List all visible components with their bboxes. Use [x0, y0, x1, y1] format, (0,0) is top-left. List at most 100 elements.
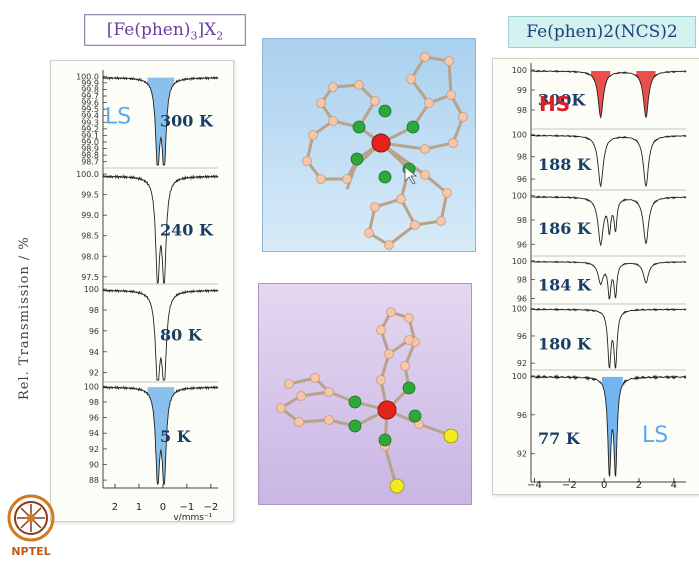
y-tick-label: 99.6 — [81, 99, 99, 108]
spectrum-line — [530, 134, 687, 188]
chart0-panel-2: 100 98 96 94 92 80 K — [84, 283, 219, 381]
right-spectra-panel — [492, 58, 699, 495]
y-tick-label: 100.0 — [76, 72, 99, 81]
chart0-x-axis-label: v/mms⁻¹ — [173, 513, 212, 523]
chart1-x-tick-label: −4 — [527, 480, 542, 491]
y-tick-label: 99.5 — [81, 191, 99, 200]
y-tick-label: 98 — [89, 306, 99, 315]
chart0-panel-3: 100 98 96 94 92 90 88 5 K — [84, 381, 219, 485]
y-tick-label: 100 — [512, 372, 527, 381]
y-tick-label: 98.9 — [81, 145, 99, 154]
y-tick-label: 99.3 — [81, 118, 99, 127]
y-tick-label: 96 — [89, 414, 99, 423]
chart0-x-tick-label: 0 — [160, 502, 166, 513]
chart1-x-tick-label: −2 — [562, 480, 577, 491]
y-tick-label: 97.5 — [81, 273, 99, 282]
y-tick-label: 99.1 — [81, 131, 99, 140]
y-tick-label: 98.0 — [81, 252, 99, 261]
y-tick-label: 88 — [89, 476, 99, 485]
y-tick-label: 99 — [517, 86, 527, 95]
spectrum-line — [102, 385, 219, 485]
y-tick-label: 99.7 — [81, 92, 99, 101]
temperature-label: 77 K — [538, 429, 581, 448]
peak-fill — [147, 387, 175, 484]
peak-fill — [147, 77, 175, 165]
y-tick-label: 98 — [89, 398, 99, 407]
temperature-label: 240 K — [160, 221, 214, 240]
y-tick-label: 98 — [517, 153, 527, 162]
y-tick-label: 96 — [517, 240, 527, 249]
y-tick-label: 96 — [517, 175, 527, 184]
spectrum-line — [531, 307, 687, 370]
chart1-panel-5: 100 96 92 77 K LS — [512, 369, 687, 478]
y-tick-label: 99.4 — [81, 112, 99, 121]
temperature-label: 5 K — [160, 427, 192, 446]
spectrum-line — [530, 195, 687, 247]
temperature-label: 186 K — [538, 219, 592, 238]
chart1-panel-4: 100 96 92 180 K — [512, 303, 687, 370]
y-tick-label: 100.0 — [76, 170, 99, 179]
spectrum-line — [102, 75, 219, 166]
y-tick-label: 99.0 — [81, 138, 99, 147]
peak-fill — [591, 71, 656, 118]
chart0-x-tick-label: 1 — [136, 502, 142, 513]
y-tick-label: 99.2 — [81, 125, 99, 134]
y-tick-label: 100 — [512, 305, 527, 314]
y-tick-label: 98.5 — [81, 232, 99, 241]
y-tick-label: 98 — [517, 216, 527, 225]
y-tick-label: 100 — [512, 192, 527, 201]
spectrum-line — [530, 69, 687, 119]
y-tick-label: 100 — [84, 382, 99, 391]
chart1-x-tick-label: 0 — [601, 480, 607, 491]
chart1-panel-2: 100 98 96 186 K — [512, 189, 687, 249]
spectrum-line — [102, 288, 219, 381]
y-axis-label-text: Rel. Transmission / % — [17, 236, 32, 400]
chart1-panel-3: 100 98 96 184 K — [512, 255, 687, 303]
y-tick-label: 92 — [517, 359, 527, 368]
y-tick-label: 100 — [512, 257, 527, 266]
temperature-label: 300 K — [160, 111, 214, 130]
chart0-panel-1: 100.0 99.5 99.0 98.5 98.0 97.5 240 K — [76, 167, 219, 284]
peak-fill — [602, 376, 623, 478]
y-axis-label: Rel. Transmission / % — [14, 210, 34, 410]
y-tick-label: 98.8 — [81, 151, 99, 160]
spectrum-line — [530, 260, 687, 300]
logo-text: NPTEL — [11, 545, 50, 558]
temperature-label: 180 K — [538, 335, 592, 354]
y-tick-label: 92 — [89, 369, 99, 378]
spin-state-label: LS — [642, 423, 668, 448]
y-tick-label: 92 — [89, 445, 99, 454]
chart0-x-tick-label: −1 — [179, 502, 194, 513]
temperature-label: 300K — [538, 90, 586, 109]
y-tick-label: 99.9 — [81, 79, 99, 88]
y-tick-label: 98 — [517, 276, 527, 285]
y-tick-label: 98.7 — [81, 158, 99, 167]
spectrum-line — [102, 174, 219, 284]
temperature-label: 184 K — [538, 276, 592, 295]
y-tick-label: 100 — [84, 285, 99, 294]
chart0-x-tick-label: −2 — [203, 502, 218, 513]
left-chart-title: [Fe(phen)3]X2 — [84, 14, 246, 46]
y-tick-label: 99.0 — [81, 211, 99, 220]
y-tick-label: 100 — [512, 130, 527, 139]
y-tick-label: 99.8 — [81, 85, 99, 94]
chart1-x-tick-label: 4 — [671, 480, 677, 491]
y-tick-label: 96 — [89, 327, 99, 336]
y-tick-label: 98 — [517, 106, 527, 115]
y-tick-label: 94 — [89, 348, 99, 357]
right-chart-title: Fe(phen)2(NCS)2 — [508, 16, 696, 48]
nptel-logo: NPTEL — [4, 492, 58, 560]
spin-state-label: HS — [539, 92, 570, 116]
y-tick-label: 90 — [89, 460, 99, 469]
chart1-x-tick-label: 2 — [636, 480, 642, 491]
fe-phen3-molecule-drawing — [302, 52, 468, 250]
temperature-label: 80 K — [160, 326, 203, 345]
chart1-panel-1: 100 98 96 188 K — [512, 128, 687, 188]
chart0-panel-0: 100.099.999.899.799.699.599.499.399.299.… — [76, 72, 219, 167]
y-tick-label: 96 — [517, 294, 527, 303]
fe-phen2-ncs2-molecule-image — [258, 283, 472, 505]
y-tick-label: 96 — [517, 411, 527, 420]
y-tick-label: 99.5 — [81, 105, 99, 114]
